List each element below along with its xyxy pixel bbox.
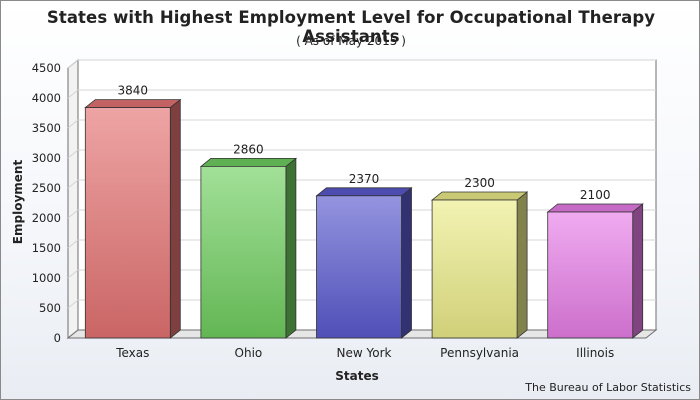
bar-top (315, 187, 413, 197)
bar-top (546, 203, 644, 213)
data-label: 2300 (464, 176, 495, 190)
bar-texas (84, 107, 171, 339)
y-tick-label: 1000 (32, 271, 61, 285)
y-tick-label: 4000 (32, 91, 61, 105)
bar-ohio (200, 165, 287, 339)
y-tick-label: 2500 (32, 181, 61, 195)
chart-subtitle: ( As of May 2015 ) (296, 34, 406, 48)
bar (546, 203, 644, 339)
bar (315, 186, 413, 339)
bar-top (430, 191, 529, 201)
gridline-side (67, 209, 79, 219)
gridline-side (67, 239, 79, 249)
gridline-side (67, 89, 79, 99)
y-tick-label: 3000 (32, 151, 61, 165)
bar-pennsylvania (431, 199, 518, 339)
gridline-side (67, 59, 79, 69)
data-label: 2860 (233, 142, 264, 156)
bar-new-york (316, 195, 402, 339)
plot-area: 0 500 1000 1500 2000 2500 3000 3500 4000 4500 3840… (32, 58, 658, 360)
gridline-side (67, 149, 79, 159)
x-tick-label: Ohio (235, 346, 263, 360)
chart-title: States with Highest Employment Level for… (46, 8, 656, 46)
bar-illinois (547, 211, 634, 339)
x-tick-label: Pennsylvania (440, 346, 519, 360)
x-tick-label: Illinois (576, 346, 614, 360)
gridline-side (67, 119, 79, 129)
bar-side (401, 186, 412, 339)
y-tick-label: 3500 (32, 121, 61, 135)
bar (84, 98, 182, 339)
y-tick-label: 4500 (32, 61, 61, 75)
x-tick-label: Texas (115, 346, 149, 360)
bar (199, 157, 298, 339)
y-tick-label: 1500 (32, 241, 61, 255)
x-tick-label: New York (337, 346, 392, 360)
data-label: 3840 (118, 84, 149, 98)
y-axis-label: Employment (11, 160, 25, 245)
data-label: 2100 (580, 188, 611, 202)
gridline-side (67, 179, 79, 189)
bar-top (199, 157, 298, 167)
bar-side (169, 98, 181, 339)
y-tick-label: 0 (54, 331, 61, 345)
y-tick-label: 500 (39, 301, 61, 315)
plot-left-wall (67, 58, 79, 340)
bar-side (285, 157, 297, 339)
x-axis-label: States (335, 369, 379, 383)
y-tick-label: 2000 (32, 211, 61, 225)
gridline-side (67, 299, 79, 309)
data-label: 2370 (349, 172, 380, 186)
bar-top (84, 99, 182, 108)
bar-side (632, 203, 644, 339)
bar-side (516, 191, 528, 339)
gridline-side (67, 269, 79, 279)
source-credit: The Bureau of Labor Statistics (525, 381, 691, 394)
bar (430, 191, 529, 339)
